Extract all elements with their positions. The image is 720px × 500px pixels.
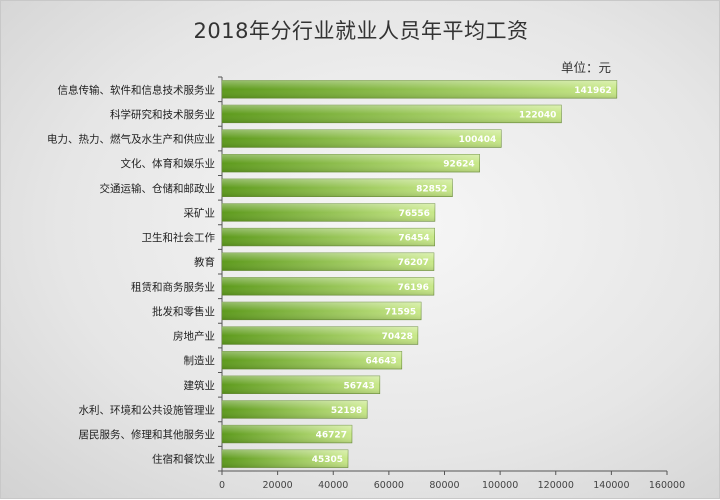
bar-highlight [222, 154, 480, 173]
category-label: 房地产业 [173, 330, 215, 343]
x-tick-label: 140000 [593, 480, 629, 491]
data-label: 122040 [519, 110, 557, 120]
data-label: 76196 [398, 283, 429, 293]
category-label: 文化、体育和娱乐业 [121, 157, 216, 170]
category-label: 卫生和社会工作 [142, 231, 216, 244]
category-label: 交通运输、仓储和邮政业 [100, 182, 216, 195]
category-label: 信息传输、软件和信息技术服务业 [58, 83, 216, 96]
bar-highlight [222, 129, 502, 148]
data-label: 52198 [331, 406, 362, 416]
category-label: 采矿业 [184, 206, 216, 219]
x-tick-label: 120000 [538, 480, 574, 491]
category-label: 电力、热力、燃气及水生产和供应业 [47, 133, 215, 146]
unit-label: 单位：元 [560, 60, 611, 75]
data-label: 76454 [398, 234, 429, 244]
category-label: 住宿和餐饮业 [152, 453, 215, 466]
data-label: 100404 [459, 135, 497, 145]
category-label: 科学研究和技术服务业 [110, 108, 215, 121]
category-label: 批发和零售业 [152, 305, 215, 318]
data-label: 64643 [365, 357, 396, 367]
bar-highlight [222, 203, 435, 222]
x-tick-label: 160000 [649, 480, 685, 491]
category-label: 制造业 [184, 354, 216, 367]
bar-highlight [222, 326, 418, 345]
data-label: 92624 [443, 160, 474, 170]
category-label: 教育 [194, 256, 215, 269]
x-tick-label: 20000 [263, 480, 293, 491]
data-label: 56743 [344, 381, 375, 391]
bar-highlight [222, 80, 617, 99]
data-label: 76556 [399, 209, 430, 219]
bar-highlight [222, 351, 402, 370]
x-tick-label: 0 [219, 480, 225, 491]
bar-highlight [222, 449, 349, 468]
bar-highlight [222, 228, 435, 246]
bar-highlight [222, 277, 434, 296]
bar-highlight [222, 425, 352, 443]
data-label: 76207 [398, 258, 429, 268]
x-tick-label: 100000 [482, 480, 518, 491]
data-label: 46727 [316, 431, 347, 441]
chart-title: 2018年分行业就业人员年平均工资 [193, 19, 529, 43]
data-label: 141962 [574, 86, 612, 96]
data-label: 71595 [385, 307, 416, 317]
bar-highlight [222, 252, 434, 271]
x-tick-label: 80000 [429, 480, 459, 491]
category-label: 居民服务、修理和其他服务业 [79, 428, 216, 441]
data-label: 82852 [416, 184, 447, 194]
x-tick-label: 40000 [318, 480, 348, 491]
bar-highlight [222, 178, 453, 197]
bar-highlight [222, 400, 368, 419]
bar-highlight [222, 105, 562, 123]
data-label: 70428 [382, 332, 413, 342]
bar-highlight [222, 375, 380, 394]
category-label: 租赁和商务服务业 [131, 280, 215, 293]
x-tick-label: 60000 [374, 480, 404, 491]
bar-highlight [222, 302, 422, 320]
data-label: 45305 [312, 455, 343, 465]
category-label: 建筑业 [184, 379, 216, 392]
category-label: 水利、环境和公共设施管理业 [79, 403, 216, 416]
